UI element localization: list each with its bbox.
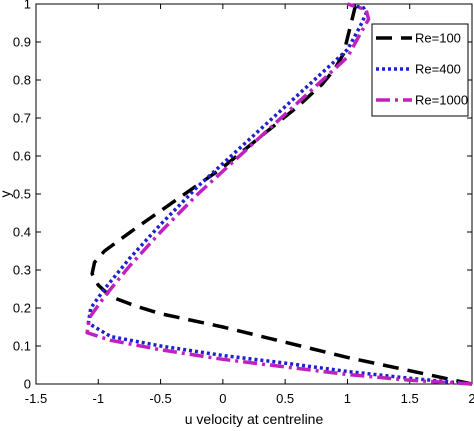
y-axis-title: y: [0, 191, 13, 198]
legend-label: Re=100: [415, 31, 461, 46]
x-tick-label: -1.5: [25, 391, 47, 406]
y-axis-ticks: 0 0.1 0.2 0.3 0.4 0.5 0.6 0.7 0.8 0.9 1: [13, 0, 472, 392]
y-tick-label: 0.7: [13, 111, 31, 126]
x-tick-label: 1: [344, 391, 351, 406]
legend: Re=100 Re=400 Re=1000: [371, 23, 469, 117]
x-tick-label: -1: [93, 391, 105, 406]
series-line-3: [85, 2, 473, 386]
x-tick-label: 2: [468, 391, 474, 406]
legend-label: Re=400: [415, 62, 461, 77]
legend-label: Re=1000: [415, 93, 468, 108]
y-tick-label: 0: [24, 377, 31, 392]
series-lines: [85, 2, 473, 386]
x-tick-label: 0: [219, 391, 226, 406]
series-line-2: [86, 2, 473, 386]
x-tick-label: 1.5: [401, 391, 419, 406]
y-tick-label: 0.4: [13, 225, 31, 240]
x-axis-title: u velocity at centreline: [185, 411, 324, 427]
y-tick-label: 0.6: [13, 149, 31, 164]
y-tick-label: 0.1: [13, 339, 31, 354]
x-tick-label: 0.5: [276, 391, 294, 406]
y-tick-label: 0.9: [13, 35, 31, 50]
y-tick-label: 0.2: [13, 301, 31, 316]
y-tick-label: 0.8: [13, 73, 31, 88]
series-line-1: [90, 2, 473, 386]
y-tick-label: 0.5: [13, 187, 31, 202]
y-tick-label: 0.3: [13, 263, 31, 278]
y-tick-label: 1: [24, 0, 31, 12]
x-tick-label: -0.5: [149, 391, 171, 406]
